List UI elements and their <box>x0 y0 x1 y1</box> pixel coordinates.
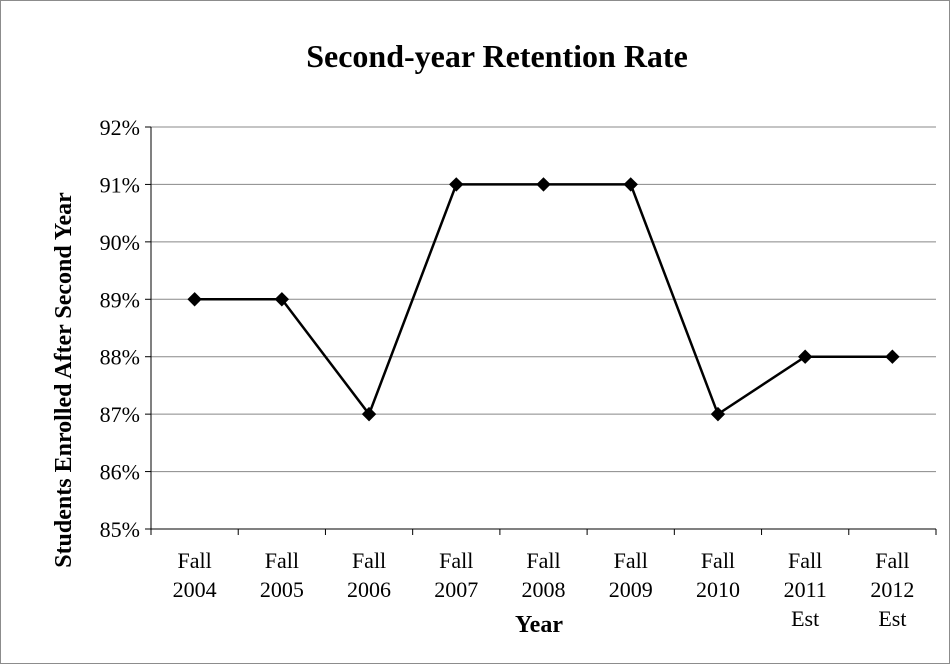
data-point-marker <box>361 406 377 422</box>
y-tick-label: 88% <box>100 345 140 370</box>
x-tick-label: Fall 2008 <box>522 548 566 602</box>
y-tick-label: 87% <box>100 402 140 427</box>
x-tick-labels: Fall 2004 Fall 2005 Fall 2006 Fall 2007 Fall 2008… <box>173 548 915 631</box>
data-point-marker <box>449 177 464 192</box>
y-tick-label: 89% <box>100 287 140 312</box>
y-tick-label: 85% <box>100 517 140 542</box>
data-point-marker <box>797 349 813 364</box>
axes <box>145 126 937 535</box>
y-tick-labels: 85% 86% 87% 88% 89% 90% 91% 92% <box>100 115 140 542</box>
x-tick-label: Fall 2011 Est <box>784 548 827 631</box>
y-tick-label: 92% <box>100 115 140 140</box>
x-tick-label: Fall 2010 <box>696 548 740 602</box>
y-tick-label: 90% <box>100 230 140 255</box>
data-point-marker <box>623 177 638 192</box>
x-tick-label: Fall 2006 <box>347 548 391 602</box>
y-tick-label: 86% <box>100 460 140 485</box>
x-tick-label: Fall 2007 <box>434 548 478 602</box>
x-axis-title: Year <box>515 612 563 638</box>
series-retention-rate <box>187 177 900 422</box>
x-tick-label: Fall 2004 <box>173 548 217 602</box>
y-axis-title: Students Enrolled After Second Year <box>51 192 77 568</box>
data-point-marker <box>187 292 202 307</box>
data-point-marker <box>274 292 290 307</box>
data-point-marker <box>710 406 726 422</box>
data-point-marker <box>536 177 551 192</box>
chart-title: Second-year Retention Rate <box>306 38 688 74</box>
x-tick-label: Fall 2005 <box>260 548 304 602</box>
y-tick-label: 91% <box>100 172 140 197</box>
x-tick-label: Fall 2012 Est <box>870 548 914 631</box>
x-tick-label: Fall 2009 <box>609 548 653 602</box>
data-point-marker <box>885 349 900 364</box>
